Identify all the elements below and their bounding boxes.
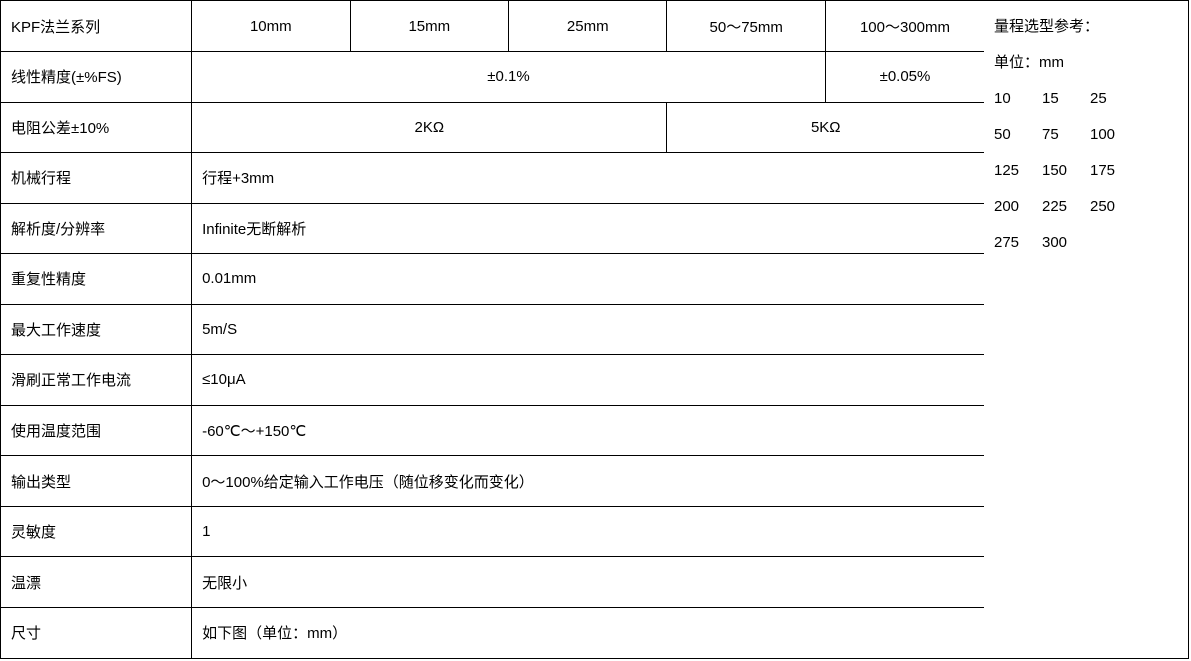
row-label: 滑刷正常工作电流: [1, 355, 192, 406]
table-row: 解析度/分辨率 Infinite无断解析: [1, 203, 984, 254]
row-value: ±0.05%: [825, 52, 984, 103]
header-label: KPF法兰系列: [1, 1, 192, 52]
range-item: 200: [994, 189, 1042, 225]
header-col: 50～75mm: [667, 1, 825, 52]
table-row: 使用温度范围 -60℃～+150℃: [1, 405, 984, 456]
range-title: 量程选型参考：: [994, 9, 1178, 45]
header-col: 100～300mm: [825, 1, 984, 52]
spec-sheet: KPF法兰系列 10mm 15mm 25mm 50～75mm 100～300mm…: [0, 0, 1189, 659]
row-label: 电阻公差±10%: [1, 102, 192, 153]
range-item: 125: [994, 153, 1042, 189]
table-row: 机械行程 行程+3mm: [1, 153, 984, 204]
table-row: 重复性精度 0.01mm: [1, 254, 984, 305]
table-row: 温漂 无限小: [1, 557, 984, 608]
range-item: 15: [1042, 81, 1090, 117]
range-item: 250: [1090, 189, 1138, 225]
row-label: 解析度/分辨率: [1, 203, 192, 254]
range-item: 100: [1090, 117, 1138, 153]
row-value: 无限小: [192, 557, 984, 608]
range-item: 275: [994, 225, 1042, 261]
row-label: 输出类型: [1, 456, 192, 507]
row-value: 0～100%给定输入工作电压（随位移变化而变化）: [192, 456, 984, 507]
row-label: 线性精度(±%FS): [1, 52, 192, 103]
header-col: 15mm: [350, 1, 508, 52]
row-value: 5KΩ: [667, 102, 984, 153]
range-grid: 10 15 25 50 75 100 125 150 175 200 225 2…: [994, 81, 1178, 261]
range-item: 25: [1090, 81, 1138, 117]
row-label: 灵敏度: [1, 506, 192, 557]
row-value: 2KΩ: [192, 102, 667, 153]
header-col: 25mm: [509, 1, 667, 52]
row-value: ≤10μA: [192, 355, 984, 406]
row-value: Infinite无断解析: [192, 203, 984, 254]
row-value: -60℃～+150℃: [192, 405, 984, 456]
row-value: 行程+3mm: [192, 153, 984, 204]
row-label: 最大工作速度: [1, 304, 192, 355]
row-label: 温漂: [1, 557, 192, 608]
range-item: 175: [1090, 153, 1138, 189]
row-value: ±0.1%: [192, 52, 826, 103]
row-value: 如下图（单位：mm）: [192, 607, 984, 658]
row-label: 重复性精度: [1, 254, 192, 305]
table-row: 滑刷正常工作电流 ≤10μA: [1, 355, 984, 406]
range-item: 300: [1042, 225, 1090, 261]
table-row: 灵敏度 1: [1, 506, 984, 557]
row-value: 1: [192, 506, 984, 557]
range-reference-panel: 量程选型参考： 单位：mm 10 15 25 50 75 100 125 150…: [984, 1, 1188, 658]
table-row: 线性精度(±%FS) ±0.1% ±0.05%: [1, 52, 984, 103]
row-label: 使用温度范围: [1, 405, 192, 456]
row-label: 机械行程: [1, 153, 192, 204]
table-row: 最大工作速度 5m/S: [1, 304, 984, 355]
table-row: KPF法兰系列 10mm 15mm 25mm 50～75mm 100～300mm: [1, 1, 984, 52]
header-col: 10mm: [192, 1, 350, 52]
range-item: 225: [1042, 189, 1090, 225]
table-row: 电阻公差±10% 2KΩ 5KΩ: [1, 102, 984, 153]
table-row: 输出类型 0～100%给定输入工作电压（随位移变化而变化）: [1, 456, 984, 507]
range-item: 10: [994, 81, 1042, 117]
range-item: 150: [1042, 153, 1090, 189]
range-unit: 单位：mm: [994, 45, 1178, 81]
row-value: 5m/S: [192, 304, 984, 355]
range-item: 50: [994, 117, 1042, 153]
spec-table: KPF法兰系列 10mm 15mm 25mm 50～75mm 100～300mm…: [1, 1, 984, 658]
row-value: 0.01mm: [192, 254, 984, 305]
row-label: 尺寸: [1, 607, 192, 658]
table-row: 尺寸 如下图（单位：mm）: [1, 607, 984, 658]
spec-table-wrap: KPF法兰系列 10mm 15mm 25mm 50～75mm 100～300mm…: [1, 1, 984, 658]
range-item: 75: [1042, 117, 1090, 153]
